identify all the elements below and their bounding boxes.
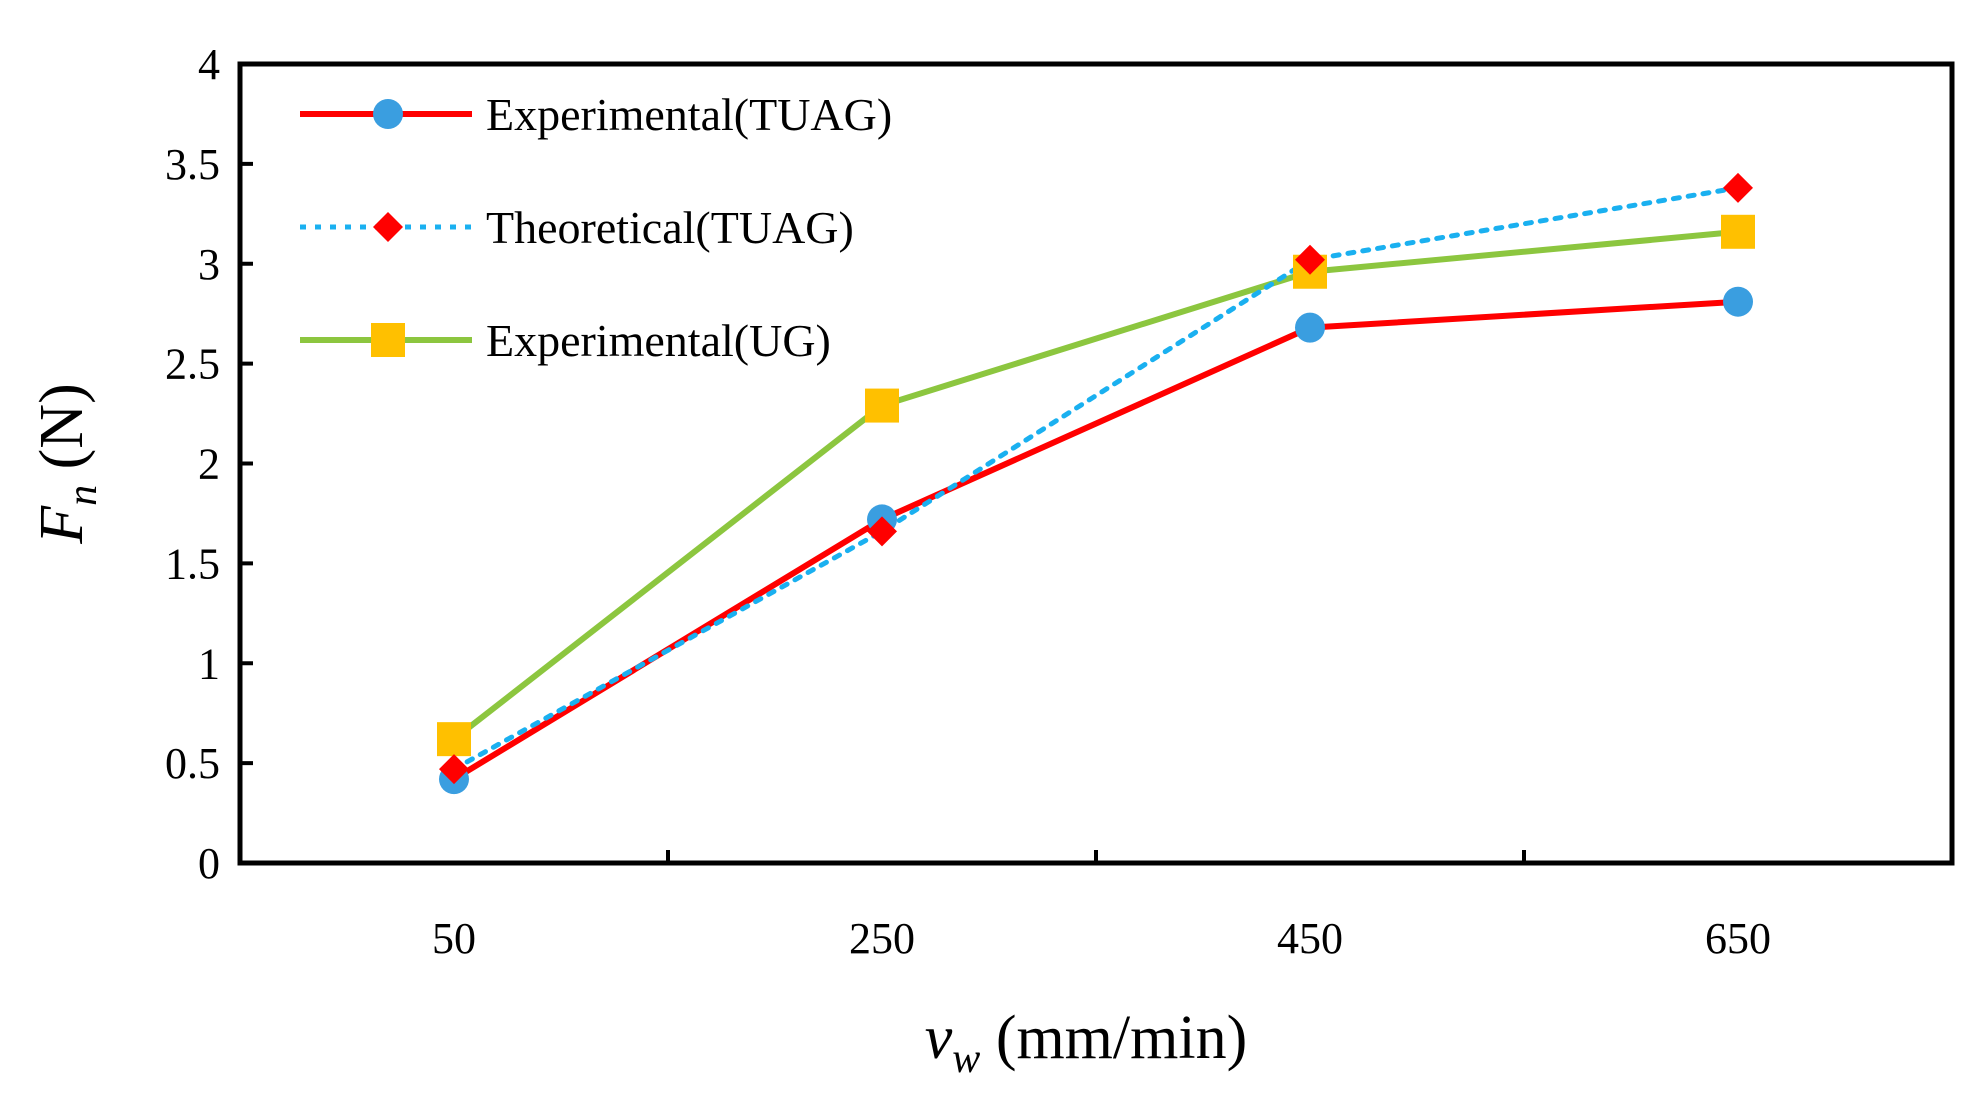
x-tick-label: 250 [849, 914, 915, 963]
series-0-point-3 [1723, 286, 1753, 317]
series-markers [437, 172, 1755, 795]
series-1-point-1 [867, 516, 897, 547]
axis-symbol: F [28, 505, 96, 545]
axis-unit: (N) [28, 383, 96, 485]
y-tick-label: 0 [198, 839, 220, 888]
series-line-1 [451, 185, 1741, 772]
y-tick-label: 3.5 [165, 140, 220, 189]
y-axis-title: Fn (N) [28, 383, 106, 544]
series-1-point-3 [1723, 172, 1753, 203]
series-lines [451, 185, 1741, 783]
series-line-0 [451, 298, 1741, 783]
y-tick-label: 1.5 [165, 539, 220, 588]
x-axis-title: vw (mm/min) [925, 1004, 1247, 1082]
axis-symbol: v [925, 1004, 953, 1072]
series-1-point-2 [1295, 244, 1325, 275]
axis-symbol-subscript: w [952, 1036, 980, 1082]
y-tick-label: 0.5 [165, 739, 220, 788]
x-tick-label: 50 [432, 914, 476, 963]
legend-marker-0 [373, 99, 403, 129]
series-2-point-1 [865, 388, 899, 423]
series-line-2 [451, 228, 1741, 743]
legend-label-1: Theoretical(TUAG) [486, 202, 854, 253]
y-tick-label: 2 [198, 440, 220, 489]
y-tick-label: 3 [198, 240, 220, 289]
series-1-point-0 [439, 754, 469, 785]
legend: Experimental(TUAG) Theoretical(TUAG) Exper… [300, 89, 892, 366]
y-tick-label: 1 [198, 639, 220, 688]
series-2-point-0 [437, 722, 471, 757]
legend-label-2: Experimental(UG) [486, 315, 831, 366]
legend-marker-2 [371, 323, 405, 357]
series-0-point-2 [1295, 312, 1325, 343]
legend-label-0: Experimental(TUAG) [486, 89, 892, 140]
x-tick-label: 650 [1705, 914, 1771, 963]
series-2-point-3 [1721, 214, 1755, 249]
axis-unit: (mm/min) [980, 1004, 1247, 1072]
legend-marker-1 [373, 212, 403, 242]
y-tick-label: 2.5 [165, 340, 220, 389]
axis-symbol-subscript: n [60, 485, 106, 506]
x-tick-label: 450 [1277, 914, 1343, 963]
y-tick-label: 4 [198, 40, 220, 89]
